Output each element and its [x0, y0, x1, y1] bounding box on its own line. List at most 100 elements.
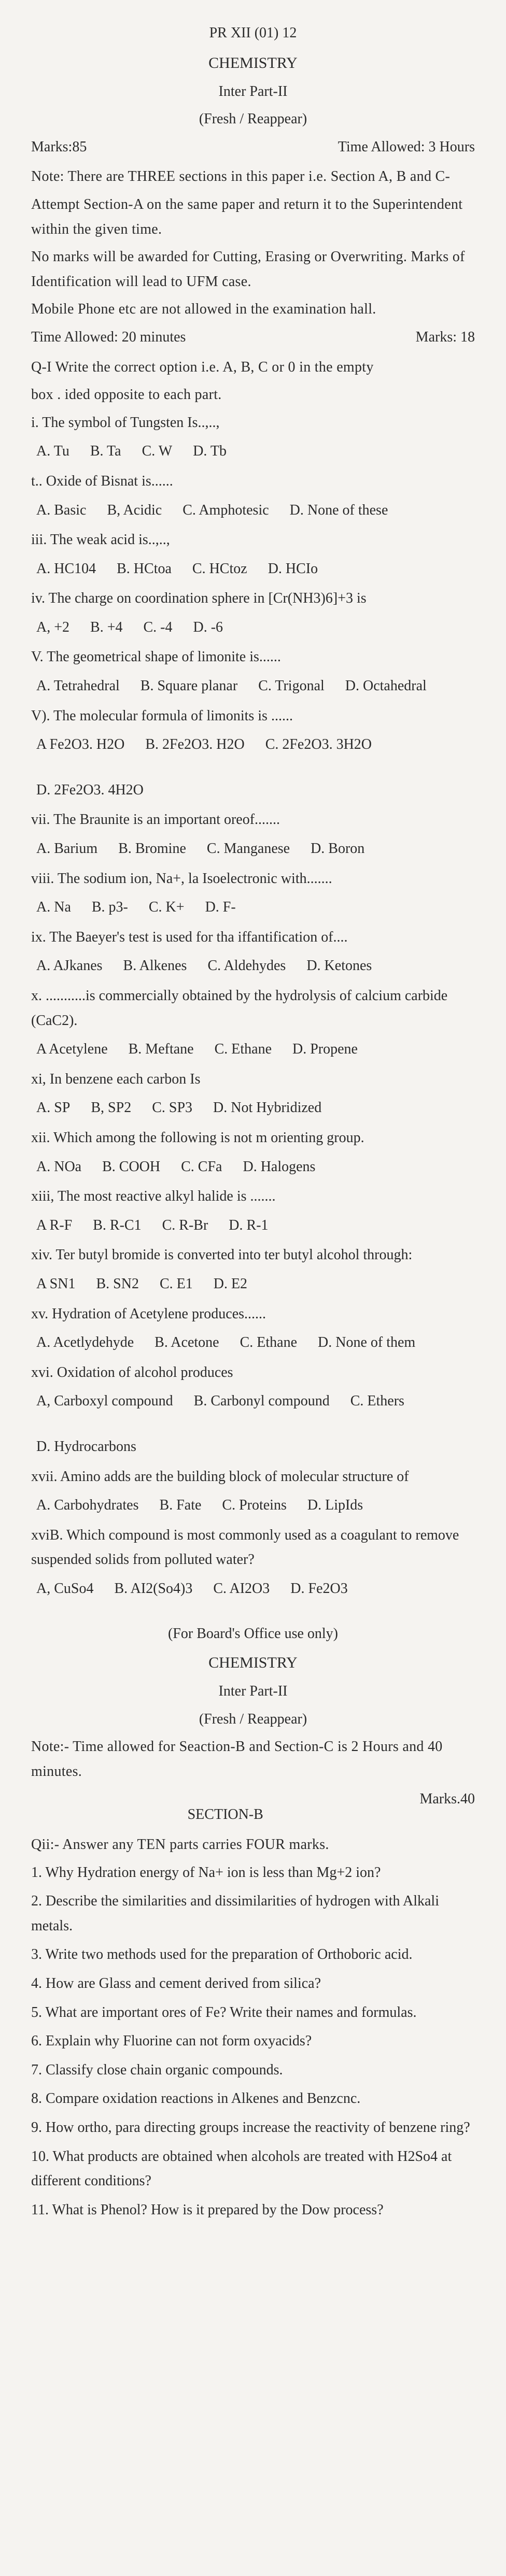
mcq-options-9: A Acetylene B. Meftane C. Ethane D. Propene [31, 1037, 475, 1062]
mcq-option-1-0: A. Basic [36, 498, 86, 523]
mcq-option-6-3: D. Boron [311, 836, 364, 861]
mcq-option-3-0: A, +2 [36, 615, 69, 640]
mcq-option-11-1: B. COOH [102, 1155, 160, 1179]
mcq-options-1: A. BasicB, AcidicC. AmphotesicD. None of… [31, 498, 475, 523]
mcq-option-6-1: B. Bromine [118, 836, 186, 861]
mcq-question-1: t.. Oxide of Bisnat is...... [31, 469, 475, 494]
short-question-7: 8. Compare oxidation reactions in Alkene… [31, 2086, 475, 2111]
mcq-options-15: A, Carboxyl compound B. Carbonyl compound… [31, 1389, 475, 1459]
mcq-option-6-2: C. Manganese [207, 836, 290, 861]
mcq-option-14-2: C. Ethane [240, 1330, 297, 1355]
mcq-option-9-1: B. Meftane [129, 1037, 194, 1062]
mcq-option-10-3: D. Not Hybridized [213, 1095, 321, 1120]
mcq-option-17-3: D. Fe2O3 [290, 1576, 347, 1601]
mcq-option-17-2: C. AI2O3 [213, 1576, 270, 1601]
mcq-option-7-3: D. F- [205, 895, 236, 920]
mcq-question-13: xiv. Ter butyl bromide is converted into… [31, 1243, 475, 1268]
mcq-option-7-0: A. Na [36, 895, 71, 920]
short-question-1: 2. Describe the similarities and dissimi… [31, 1889, 475, 1938]
mcq-option-4-2: C. Trigonal [258, 674, 325, 699]
mcq-question-17: xviB. Which compound is most commonly us… [31, 1523, 475, 1572]
mcq-option-15-2: C. Ethers [350, 1389, 404, 1414]
part2-note: Note:- Time allowed for Seaction-B and S… [31, 1734, 475, 1784]
mcq-question-4: V. The geometrical shape of limonite is.… [31, 645, 475, 670]
short-question-10: 11. What is Phenol? How is it prepared b… [31, 2198, 475, 2223]
mcq-question-14: xv. Hydration of Acetylene produces.....… [31, 1302, 475, 1327]
mcq-option-4-1: B. Square planar [140, 674, 237, 699]
header-code: PR XII (01) 12 [31, 21, 475, 46]
mcq-option-9-3: D. Propene [292, 1037, 358, 1062]
time-allowed: Time Allowed: 3 Hours [338, 135, 475, 160]
mcq-option-0-0: A. Tu [36, 439, 69, 464]
mcq-options-0: A. Tu B. Ta C. W D. Tb [31, 439, 475, 464]
mcq-options-8: A. AJkanesB. AlkenesC. AldehydesD. Keton… [31, 953, 475, 978]
mcq-option-14-1: B. Acetone [154, 1330, 219, 1355]
mcq-option-8-2: C. Aldehydes [207, 953, 286, 978]
mcq-option-7-1: B. p3- [92, 895, 128, 920]
short-question-5: 6. Explain why Fluorine can not form oxy… [31, 2029, 475, 2054]
mcq-option-10-1: B, SP2 [91, 1095, 131, 1120]
mcq-option-5-0: A Fe2O3. H2O [36, 732, 124, 757]
mcq-option-11-2: C. CFa [181, 1155, 222, 1179]
note-line-0: Note: There are THREE sections in this p… [31, 164, 475, 189]
mcq-option-0-3: D. Tb [193, 439, 227, 464]
mcq-option-13-1: B. SN2 [96, 1272, 138, 1297]
q2-intro: Qii:- Answer any TEN parts carries FOUR … [31, 1832, 475, 1857]
mcq-option-4-0: A. Tetrahedral [36, 674, 120, 699]
mcq-question-8: ix. The Baeyer's test is used for tha if… [31, 925, 475, 950]
part2-sub2: (Fresh / Reappear) [31, 1707, 475, 1732]
mcq-option-10-0: A. SP [36, 1095, 70, 1120]
mcq-option-11-3: D. Halogens [243, 1155, 315, 1179]
mcq-option-12-3: D. R-1 [229, 1213, 268, 1238]
mcq-option-15-0: A, Carboxyl compound [36, 1389, 173, 1414]
mcq-option-12-2: C. R-Br [162, 1213, 208, 1238]
section-b-title: SECTION-B [188, 1802, 263, 1827]
mcq-option-13-3: D. E2 [214, 1272, 247, 1297]
mcq-option-0-1: B. Ta [90, 439, 121, 464]
note-line-3: Mobile Phone etc are not allowed in the … [31, 297, 475, 322]
mcq-option-4-3: D. Octahedral [345, 674, 427, 699]
mcq-option-6-0: A. Barium [36, 836, 97, 861]
mcq-option-1-2: C. Amphotesic [182, 498, 269, 523]
mcq-options-17: A, CuSo4B. AI2(So4)3C. AI2O3D. Fe2O3 [31, 1576, 475, 1601]
mcq-option-15-1: B. Carbonyl compound [194, 1389, 330, 1414]
short-question-4: 5. What are important ores of Fe? Write … [31, 2000, 475, 2025]
mcq-option-16-1: B. Fate [160, 1493, 202, 1518]
mcq-option-17-0: A, CuSo4 [36, 1576, 93, 1601]
mcq-question-2: iii. The weak acid is..,.., [31, 528, 475, 552]
mcq-question-16: xvii. Amino adds are the building block … [31, 1464, 475, 1489]
mcq-option-10-2: C. SP3 [152, 1095, 192, 1120]
short-question-2: 3. Write two methods used for the prepar… [31, 1942, 475, 1967]
mcq-option-16-3: D. LipIds [307, 1493, 363, 1518]
mcq-option-9-0: A Acetylene [36, 1037, 108, 1062]
mcq-options-5: A Fe2O3. H2OB. 2Fe2O3. H2OC. 2Fe2O3. 3H2… [31, 732, 475, 802]
mcq-options-12: A R-F B. R-C1 C. R-Br D. R-1 [31, 1213, 475, 1238]
section-b-marks: Marks.40 [419, 1787, 475, 1832]
mcq-options-3: A, +2B. +4C. -4D. -6 [31, 615, 475, 640]
mcq-options-11: A. NOaB. COOHC. CFaD. Halogens [31, 1155, 475, 1179]
mcq-option-5-2: C. 2Fe2O3. 3H2O [265, 732, 372, 757]
mcq-option-0-2: C. W [142, 439, 173, 464]
mcq-question-0: i. The symbol of Tungsten Is..,.., [31, 410, 475, 435]
q1-intro-1: Q-I Write the correct option i.e. A, B, … [31, 355, 475, 380]
header-sub1: Inter Part-II [31, 79, 475, 104]
section-a-marks: Marks: 18 [416, 325, 475, 350]
short-question-9: 10. What products are obtained when alco… [31, 2144, 475, 2194]
mcq-option-13-2: C. E1 [160, 1272, 193, 1297]
mcq-question-9: x. ...........is commercially obtained b… [31, 984, 475, 1033]
mcq-option-16-0: A. Carbohydrates [36, 1493, 139, 1518]
section-a-time: Time Allowed: 20 minutes [31, 325, 186, 350]
total-marks: Marks:85 [31, 135, 87, 160]
header-title: CHEMISTRY [31, 50, 475, 76]
mcq-option-3-3: D. -6 [193, 615, 223, 640]
mcq-option-2-1: B. HCtoa [117, 557, 172, 581]
mcq-option-3-1: B. +4 [90, 615, 122, 640]
mcq-option-13-0: A SN1 [36, 1272, 75, 1297]
mcq-option-12-0: A R-F [36, 1213, 72, 1238]
mcq-option-9-2: C. Ethane [215, 1037, 272, 1062]
part2-sub1: Inter Part-II [31, 1679, 475, 1704]
short-question-3: 4. How are Glass and cement derived from… [31, 1971, 475, 1996]
mcq-options-13: A SN1 B. SN2 C. E1 D. E2 [31, 1272, 475, 1297]
mcq-option-12-1: B. R-C1 [93, 1213, 141, 1238]
mcq-options-6: A. Barium B. Bromine C. Manganese D. Boron [31, 836, 475, 861]
